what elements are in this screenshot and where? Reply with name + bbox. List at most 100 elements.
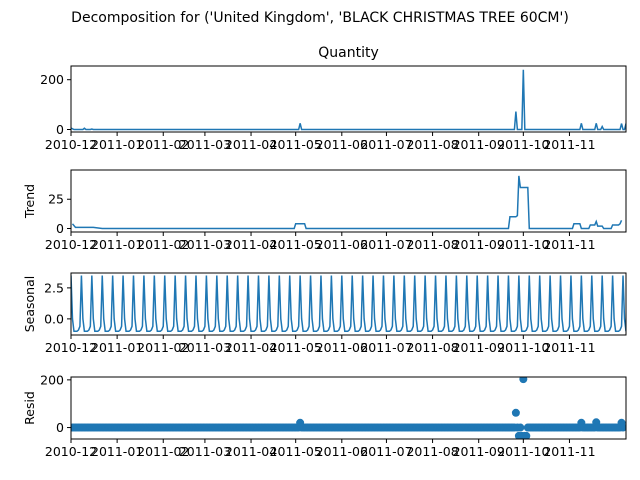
x-tick-label: 2011-10 [497, 444, 549, 459]
x-tick: 2011-07 [360, 439, 413, 459]
x-tick-label: 2011-10 [497, 137, 549, 152]
y-tick: 0 [56, 122, 71, 137]
y-tick: 2.5 [44, 280, 71, 295]
x-tick-label: 2011-03 [179, 444, 231, 459]
x-tick-label: 2011-02 [137, 340, 189, 355]
x-tick-label: 2011-04 [225, 340, 277, 355]
x-tick-label: 2011-01 [91, 340, 143, 355]
x-tick: 2011-05 [270, 232, 322, 252]
resid-point [619, 423, 626, 432]
y-axis-label: Trend [22, 184, 37, 219]
x-tick: 2011-08 [406, 335, 459, 355]
x-tick: 2011-08 [406, 132, 459, 152]
x-tick-label: 2011-09 [453, 444, 505, 459]
x-tick: 2010-12 [45, 132, 97, 152]
series-line [71, 175, 623, 230]
y-tick-label: 0 [56, 420, 64, 435]
x-tick-label: 2011-07 [360, 137, 412, 152]
y-tick-label: 2.5 [44, 280, 64, 295]
x-tick-label: 2011-06 [316, 237, 368, 252]
x-tick-label: 2011-06 [316, 340, 368, 355]
x-tick: 2011-01 [91, 132, 143, 152]
x-tick: 2011-01 [91, 335, 143, 355]
y-tick: 0 [56, 221, 71, 236]
subplots: 02002010-122011-012011-022011-032011-042… [22, 45, 627, 459]
x-tick: 2011-08 [406, 232, 459, 252]
x-tick: 2011-04 [225, 232, 277, 252]
resid-point [511, 408, 520, 417]
x-tick: 2011-07 [360, 232, 413, 252]
x-tick-label: 2011-11 [543, 237, 595, 252]
x-tick: 2011-05 [270, 132, 322, 152]
x-tick: 2011-05 [270, 439, 322, 459]
x-tick-label: 2011-06 [316, 137, 368, 152]
x-tick: 2010-12 [45, 335, 97, 355]
x-tick: 2011-04 [225, 439, 277, 459]
y-axis-label: Resid [22, 391, 37, 425]
x-tick: 2011-06 [316, 232, 368, 252]
x-tick: 2011-08 [406, 439, 459, 459]
x-tick-label: 2011-05 [270, 340, 322, 355]
x-tick: 2011-11 [543, 132, 596, 152]
x-tick: 2011-04 [225, 132, 277, 152]
axes-frame [70, 65, 627, 133]
plot-area [71, 69, 626, 131]
subplot-1: 02002010-122011-012011-022011-032011-042… [40, 45, 627, 152]
y-tick-label: 0 [56, 221, 64, 236]
x-tick-label: 2011-05 [270, 237, 322, 252]
x-tick-label: 2011-10 [497, 340, 549, 355]
y-tick-label: 0 [56, 122, 64, 137]
x-tick: 2010-12 [45, 439, 97, 459]
x-tick-label: 2011-08 [406, 340, 458, 355]
x-tick: 2011-07 [360, 335, 413, 355]
x-tick-label: 2011-07 [360, 444, 412, 459]
x-tick: 2011-02 [137, 439, 189, 459]
x-tick: 2011-11 [543, 439, 596, 459]
x-tick-label: 2011-03 [179, 340, 231, 355]
axes-frame [70, 169, 627, 233]
seasonal-line [71, 275, 626, 333]
x-tick: 2011-02 [137, 335, 189, 355]
y-tick: 200 [40, 372, 71, 387]
x-tick: 2011-10 [497, 439, 549, 459]
x-tick-label: 2011-09 [453, 237, 505, 252]
x-tick: 2011-07 [360, 132, 413, 152]
x-tick-label: 2011-03 [179, 137, 231, 152]
x-tick: 2011-06 [316, 335, 368, 355]
x-tick-label: 2011-01 [91, 237, 143, 252]
x-tick: 2011-06 [316, 439, 368, 459]
x-tick-label: 2011-11 [543, 340, 595, 355]
x-tick-label: 2011-02 [137, 137, 189, 152]
y-tick-label: 200 [40, 372, 64, 387]
x-tick-label: 2011-04 [225, 137, 277, 152]
x-tick-label: 2011-03 [179, 237, 231, 252]
x-tick: 2011-10 [497, 232, 549, 252]
x-tick: 2011-04 [225, 335, 277, 355]
subplot-4: 02002010-122011-012011-022011-032011-042… [22, 372, 627, 459]
x-tick-label: 2011-09 [453, 137, 505, 152]
x-tick-label: 2011-07 [360, 340, 412, 355]
x-tick: 2011-02 [137, 232, 189, 252]
figure-suptitle: Decomposition for ('United Kingdom', 'BL… [71, 10, 569, 26]
x-tick: 2011-05 [270, 335, 322, 355]
x-tick-label: 2010-12 [45, 340, 97, 355]
subplot-2: 0252010-122011-012011-022011-032011-0420… [22, 169, 627, 252]
x-tick: 2011-09 [453, 335, 505, 355]
x-tick: 2011-09 [453, 439, 505, 459]
x-tick-label: 2011-09 [453, 340, 505, 355]
x-tick: 2011-11 [543, 335, 596, 355]
resid-point [516, 423, 525, 432]
x-tick: 2010-12 [45, 232, 97, 252]
x-tick-label: 2010-12 [45, 137, 97, 152]
x-tick-label: 2010-12 [45, 237, 97, 252]
x-tick: 2011-03 [179, 232, 231, 252]
y-tick: 0.0 [44, 311, 71, 326]
subplot-title: Quantity [318, 45, 379, 61]
x-tick: 2011-10 [497, 132, 549, 152]
x-tick: 2011-03 [179, 439, 231, 459]
x-tick: 2011-03 [179, 132, 231, 152]
x-tick: 2011-09 [453, 232, 505, 252]
y-tick: 200 [40, 72, 71, 87]
